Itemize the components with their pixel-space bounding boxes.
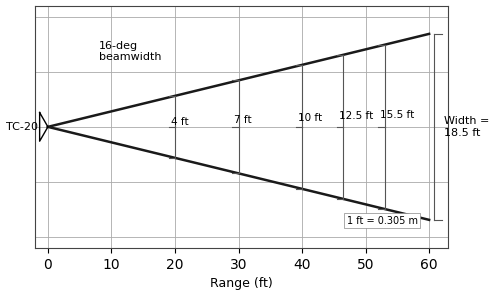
Text: 12.5 ft: 12.5 ft bbox=[339, 111, 373, 121]
Text: 10 ft: 10 ft bbox=[297, 112, 322, 123]
Text: 1 ft = 0.305 m: 1 ft = 0.305 m bbox=[346, 215, 418, 226]
Text: 4 ft: 4 ft bbox=[171, 117, 188, 127]
Text: 7 ft: 7 ft bbox=[234, 115, 251, 125]
Text: TC-20: TC-20 bbox=[6, 122, 38, 132]
Text: 15.5 ft: 15.5 ft bbox=[380, 110, 414, 120]
X-axis label: Range (ft): Range (ft) bbox=[210, 277, 273, 290]
Text: 16-deg
beamwidth: 16-deg beamwidth bbox=[99, 41, 161, 62]
Text: Width =
18.5 ft: Width = 18.5 ft bbox=[444, 116, 489, 138]
